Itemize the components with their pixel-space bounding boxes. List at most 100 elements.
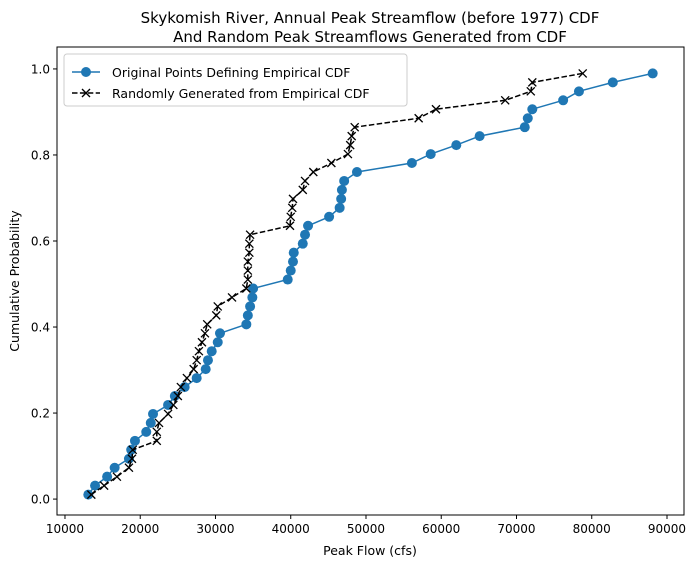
x-tick-label: 10000 — [46, 522, 84, 536]
data-point-random — [168, 400, 178, 410]
data-point-original — [474, 131, 485, 142]
y-tick-label: 0.2 — [31, 407, 50, 421]
data-point-original — [248, 283, 259, 294]
data-point-original — [109, 462, 120, 473]
data-point-original — [607, 77, 618, 88]
data-point-original — [288, 247, 299, 258]
data-point-random — [286, 212, 296, 222]
legend-label-random: Randomly Generated from Empirical CDF — [112, 86, 370, 101]
data-point-original — [145, 417, 156, 428]
legend-marker-random — [81, 88, 91, 98]
data-point-original — [247, 292, 258, 303]
legend-label-original: Original Points Defining Empirical CDF — [112, 65, 350, 80]
y-tick-label: 0.4 — [31, 321, 50, 335]
data-point-random — [526, 86, 536, 96]
data-point-original — [334, 202, 345, 213]
data-point-random — [189, 364, 199, 374]
data-point-original — [242, 310, 253, 321]
series-layer — [83, 68, 658, 500]
data-point-original — [285, 265, 296, 276]
data-point-random — [99, 481, 109, 491]
data-point-random — [197, 337, 207, 347]
series-line-random — [90, 72, 583, 496]
data-point-original — [212, 337, 223, 348]
y-tick-label: 0.6 — [31, 234, 50, 248]
data-point-random — [173, 391, 183, 401]
data-point-original — [241, 319, 252, 330]
x-tick-label: 50000 — [347, 522, 385, 536]
x-tick-label: 70000 — [497, 522, 535, 536]
data-point-random — [152, 436, 162, 446]
data-point-original — [200, 364, 211, 375]
x-axis-label: Peak Flow (cfs) — [323, 543, 417, 558]
plot-area — [83, 68, 658, 500]
data-point-original — [558, 95, 569, 106]
data-point-original — [300, 229, 311, 240]
data-point-random — [243, 266, 253, 276]
data-point-random — [244, 239, 254, 249]
legend-marker-original — [81, 67, 91, 77]
data-point-random — [308, 167, 318, 177]
x-tick-label: 40000 — [272, 522, 310, 536]
data-point-original — [245, 301, 256, 312]
data-point-original — [336, 193, 347, 204]
data-point-random — [227, 292, 237, 302]
data-point-random — [211, 310, 221, 320]
x-tick-label: 90000 — [648, 522, 686, 536]
data-point-random — [288, 194, 298, 204]
data-point-original — [83, 489, 94, 500]
data-point-random — [243, 275, 253, 284]
legend-box — [63, 53, 408, 107]
data-point-original — [351, 167, 362, 178]
chart-title-line-2: And Random Peak Streamflows Generated fr… — [173, 28, 567, 46]
data-point-random — [350, 122, 360, 132]
data-point-random — [245, 230, 255, 240]
data-point-random — [326, 158, 336, 168]
data-point-random — [431, 104, 441, 114]
data-point-original — [647, 68, 658, 79]
x-axis: 10000 20000 30000 40000 50000 60000 70000 80000… — [46, 515, 686, 536]
data-point-original — [451, 140, 462, 151]
data-point-random — [285, 221, 295, 231]
data-point-original — [123, 453, 134, 464]
data-point-original — [297, 238, 308, 249]
chart-title-line-1: Skykomish River, Annual Peak Streamflow … — [141, 9, 600, 27]
y-tick-label: 1.0 — [31, 62, 50, 76]
data-point-random — [414, 113, 424, 123]
data-point-random — [194, 346, 204, 356]
data-point-random — [154, 418, 164, 428]
data-point-original — [102, 471, 113, 482]
data-point-original — [202, 355, 213, 366]
data-point-random — [202, 319, 212, 329]
data-point-random — [287, 203, 297, 213]
x-tick-label: 80000 — [573, 522, 611, 536]
data-point-original — [406, 158, 417, 169]
data-point-original — [527, 104, 538, 115]
data-point-original — [519, 122, 530, 133]
data-point-random — [163, 409, 173, 419]
data-point-original — [206, 346, 217, 357]
data-point-random — [152, 427, 162, 437]
x-tick-label: 20000 — [121, 522, 159, 536]
data-point-random — [527, 77, 537, 87]
data-point-original — [148, 408, 159, 419]
data-point-original — [324, 211, 335, 222]
data-point-random — [244, 248, 254, 258]
y-axis: 0.0 0.2 0.4 0.6 0.8 1.0 — [31, 62, 57, 507]
y-axis-label: Cumulative Probability — [7, 210, 22, 352]
data-point-random — [192, 355, 202, 365]
data-point-random — [124, 463, 134, 473]
legend: Original Points Defining Empirical CDF R… — [63, 53, 408, 107]
x-tick-label: 30000 — [196, 522, 234, 536]
data-point-original — [90, 480, 101, 491]
data-point-random — [112, 472, 122, 482]
data-point-original — [339, 175, 350, 186]
data-point-random — [243, 257, 253, 267]
data-point-original — [303, 220, 314, 231]
data-point-random — [127, 454, 137, 464]
axes-frame — [56, 46, 685, 516]
data-point-random — [182, 373, 192, 383]
data-point-random — [347, 131, 357, 141]
data-point-original — [336, 184, 347, 195]
